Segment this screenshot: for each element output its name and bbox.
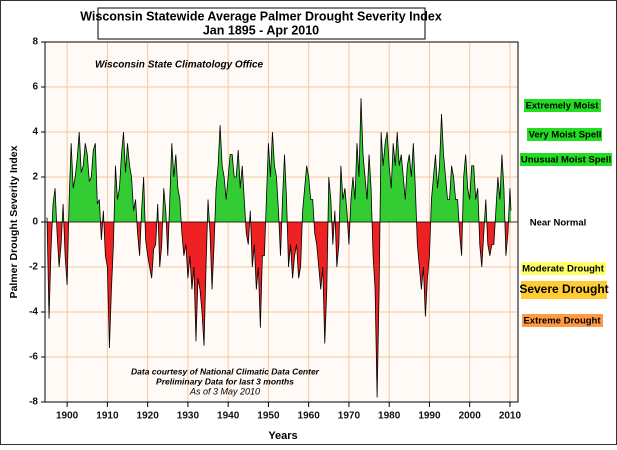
footnote: Preliminary Data for last 3 months bbox=[156, 376, 294, 386]
x-tick-label: 1950 bbox=[257, 411, 280, 422]
marks bbox=[45, 98, 518, 398]
pdsi-line bbox=[46, 98, 512, 398]
y-tick-label: 4 bbox=[32, 127, 38, 138]
category-label: Extreme Drought bbox=[523, 316, 601, 327]
x-tick-label: 2010 bbox=[499, 411, 522, 422]
category-swatch bbox=[521, 281, 607, 299]
y-tick-label: -4 bbox=[29, 307, 38, 318]
y-tick-label: -2 bbox=[29, 262, 38, 273]
source-note: Wisconsin State Climatology Office bbox=[95, 60, 264, 71]
category-swatch bbox=[527, 128, 602, 141]
category-swatch bbox=[521, 262, 606, 275]
footnote: Data courtesy of National Climatic Data … bbox=[131, 366, 320, 376]
x-tick-label: 1990 bbox=[418, 411, 441, 422]
y-tick-label: -8 bbox=[29, 397, 38, 408]
x-tick-label: 1920 bbox=[137, 411, 160, 422]
x-tick-label: 1980 bbox=[378, 411, 401, 422]
x-tick-label: 1910 bbox=[96, 411, 119, 422]
category-label: Extremely Moist bbox=[526, 101, 600, 112]
category-label: Near Normal bbox=[530, 218, 587, 229]
x-tick-label: 1930 bbox=[177, 411, 200, 422]
y-tick-label: 8 bbox=[32, 37, 38, 48]
category-label: Very Moist Spell bbox=[529, 130, 602, 141]
y-tick-label: -6 bbox=[29, 352, 38, 363]
category-swatch bbox=[524, 99, 601, 112]
x-axis-label: Years bbox=[268, 430, 297, 442]
category-label: Severe Drought bbox=[519, 282, 608, 296]
category-label: Unusual Moist Spell bbox=[521, 155, 611, 166]
x-tick-label: 1960 bbox=[298, 411, 321, 422]
x-tick-label: 1940 bbox=[217, 411, 240, 422]
category-label: Moderate Drought bbox=[522, 264, 605, 275]
y-tick-label: 2 bbox=[32, 172, 38, 183]
x-tick-label: 1970 bbox=[338, 411, 361, 422]
y-tick-label: 0 bbox=[32, 217, 38, 228]
chart-subtitle: Jan 1895 - Apr 2010 bbox=[203, 23, 319, 37]
footnote: As of 3 May 2010 bbox=[189, 386, 260, 396]
chart-title: Wisconsin Statewide Average Palmer Droug… bbox=[80, 9, 442, 23]
title-box bbox=[97, 7, 426, 40]
y-axis-label: Palmer Drought Severity Index bbox=[8, 145, 20, 298]
positive-area bbox=[47, 98, 511, 222]
category-swatch bbox=[520, 153, 612, 166]
x-tick-label: 2000 bbox=[459, 411, 482, 422]
x-tick-label: 1900 bbox=[56, 411, 79, 422]
category-swatch bbox=[522, 314, 603, 327]
ticks: -8 -6 -4 -2 0 2 4 6 8 1900 1910 1920 1930 1940 1950 196… bbox=[29, 37, 521, 422]
y-tick-label: 6 bbox=[32, 82, 38, 93]
